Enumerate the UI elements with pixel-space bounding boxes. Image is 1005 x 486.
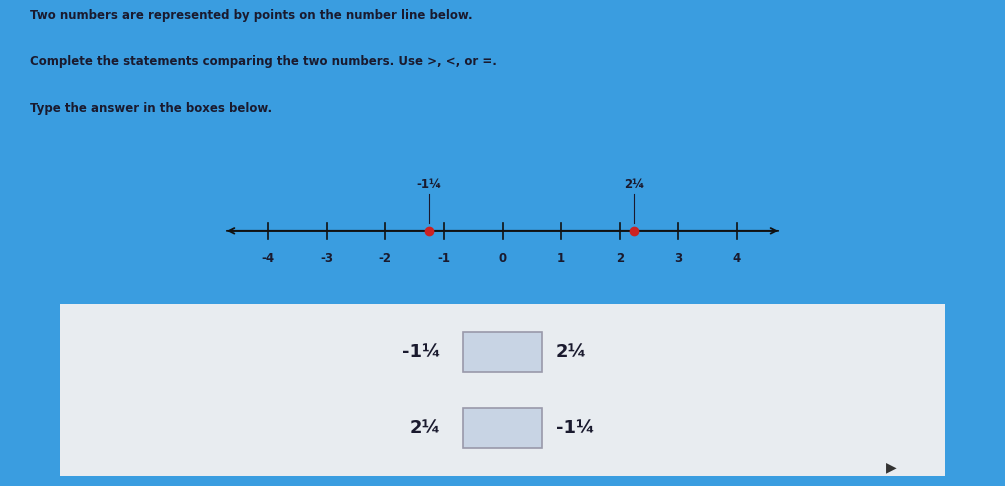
Text: -1¼: -1¼ (556, 419, 594, 437)
FancyBboxPatch shape (42, 300, 963, 480)
Text: ▶: ▶ (886, 461, 896, 475)
Text: -3: -3 (321, 252, 333, 265)
Text: -1¼: -1¼ (417, 178, 442, 191)
Text: 2¼: 2¼ (409, 419, 440, 437)
Text: Two numbers are represented by points on the number line below.: Two numbers are represented by points on… (30, 9, 472, 22)
Text: 4: 4 (733, 252, 741, 265)
Text: -1: -1 (437, 252, 450, 265)
Text: 3: 3 (674, 252, 682, 265)
Text: Complete the statements comparing the two numbers. Use >, <, or =.: Complete the statements comparing the tw… (30, 55, 497, 69)
FancyBboxPatch shape (462, 332, 543, 372)
Text: 1: 1 (557, 252, 565, 265)
Text: -1¼: -1¼ (402, 343, 440, 361)
Text: 2: 2 (616, 252, 624, 265)
Text: -2: -2 (379, 252, 392, 265)
Text: Type the answer in the boxes below.: Type the answer in the boxes below. (30, 102, 272, 115)
Text: -4: -4 (261, 252, 274, 265)
Text: 0: 0 (498, 252, 507, 265)
Text: 2¼: 2¼ (556, 343, 587, 361)
Text: 2¼: 2¼ (624, 178, 644, 191)
FancyBboxPatch shape (462, 408, 543, 448)
